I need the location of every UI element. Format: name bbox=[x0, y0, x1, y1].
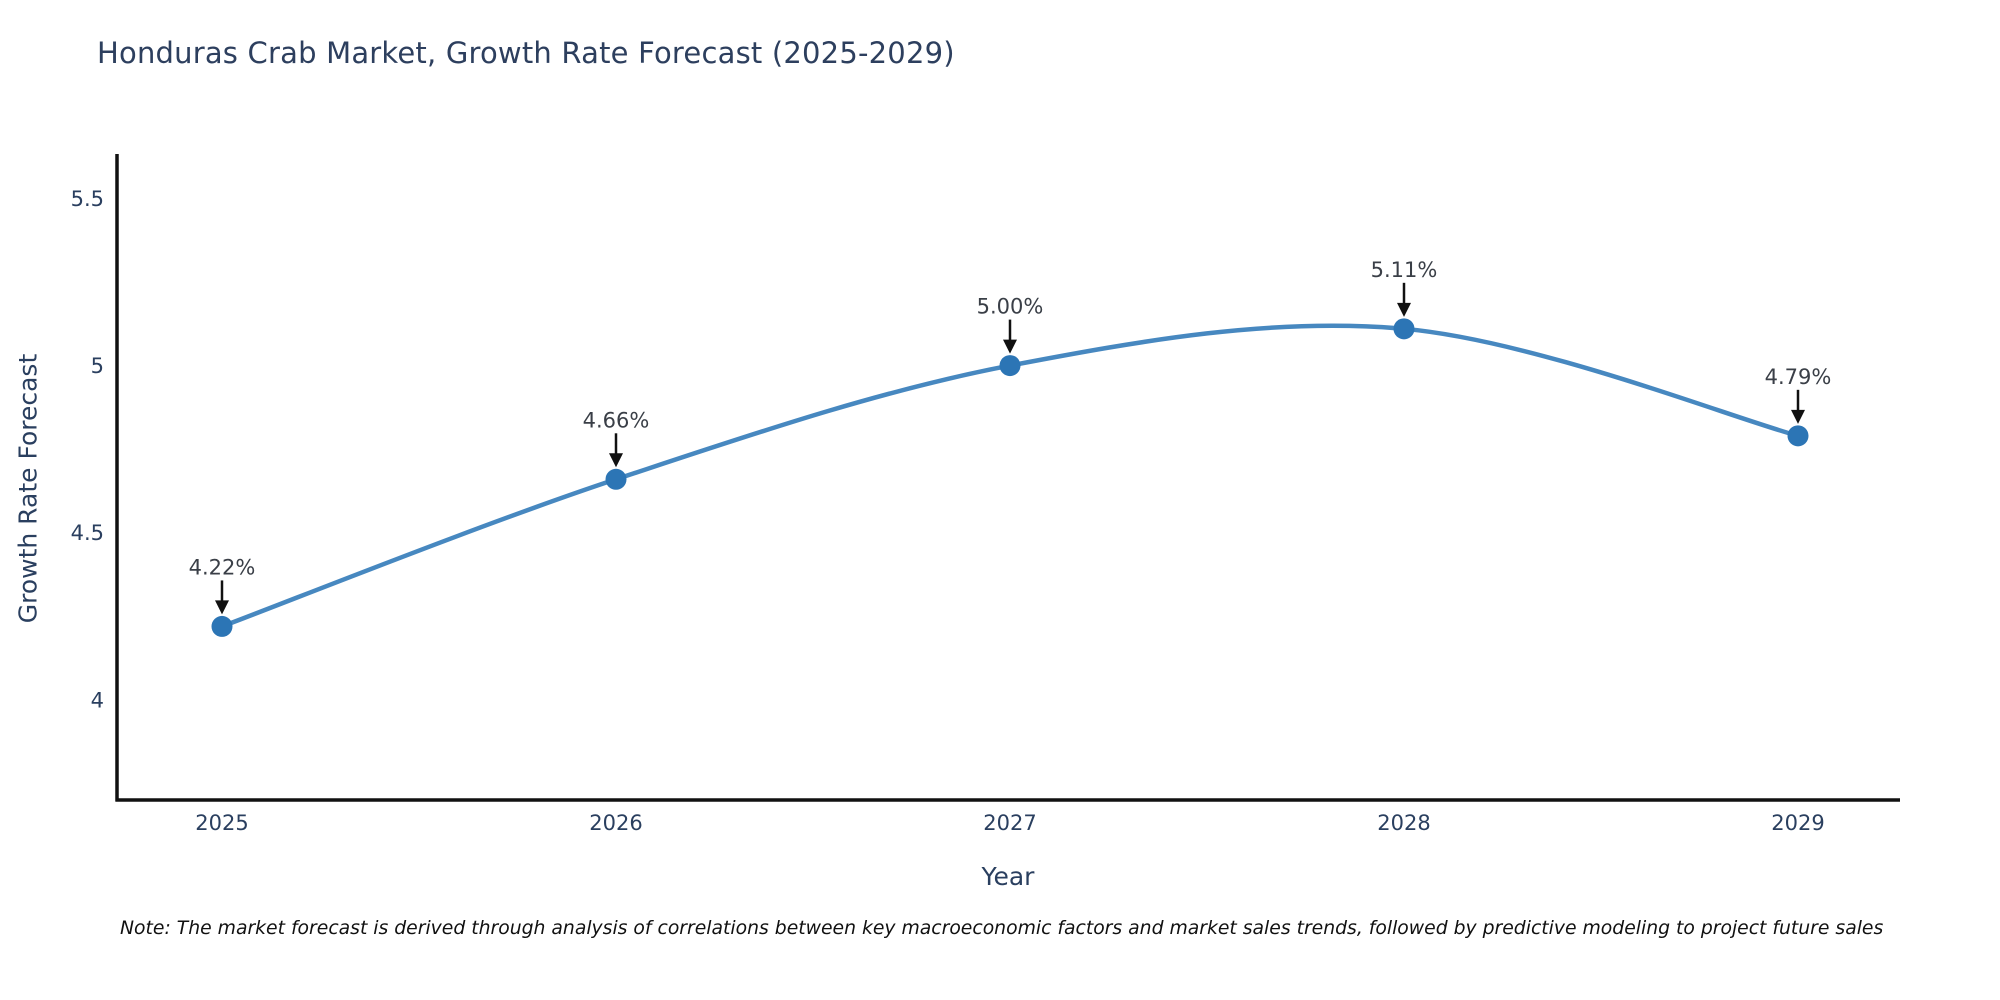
y-tick-label: 5 bbox=[91, 354, 104, 378]
chart-title: Honduras Crab Market, Growth Rate Foreca… bbox=[97, 36, 955, 70]
y-tick-label: 4.5 bbox=[71, 521, 104, 545]
data-point-marker bbox=[1393, 318, 1415, 340]
data-point-marker bbox=[1787, 425, 1809, 447]
x-axis-title: Year bbox=[981, 862, 1035, 891]
x-axis-tick-labels: 2025 2026 2027 2028 2029 bbox=[195, 811, 1824, 835]
point-value-label: 5.11% bbox=[1371, 258, 1438, 282]
y-tick-label: 5.5 bbox=[71, 187, 104, 211]
data-point-marker bbox=[211, 615, 233, 637]
point-value-label: 5.00% bbox=[977, 295, 1044, 319]
annotation-arrowhead bbox=[215, 600, 229, 615]
y-axis-title: Growth Rate Forecast bbox=[13, 353, 43, 624]
x-tick-label: 2027 bbox=[983, 811, 1036, 835]
series-markers bbox=[211, 318, 1809, 637]
annotation-arrowhead bbox=[1397, 302, 1411, 317]
point-value-label: 4.22% bbox=[189, 555, 256, 579]
footnote: Note: The market forecast is derived thr… bbox=[120, 918, 1884, 939]
x-tick-label: 2029 bbox=[1771, 811, 1824, 835]
y-axis-tick-labels: 4 4.5 5 5.5 bbox=[71, 187, 104, 713]
point-value-label: 4.66% bbox=[583, 408, 650, 432]
y-tick-label: 4 bbox=[91, 688, 104, 712]
annotation-arrowhead bbox=[1791, 409, 1805, 424]
x-tick-label: 2028 bbox=[1377, 811, 1430, 835]
data-point-marker bbox=[999, 355, 1021, 377]
point-value-label: 4.79% bbox=[1765, 365, 1832, 389]
data-point-marker bbox=[605, 468, 627, 490]
x-tick-label: 2025 bbox=[195, 811, 248, 835]
x-tick-label: 2026 bbox=[589, 811, 642, 835]
annotation-arrowhead bbox=[609, 453, 623, 468]
annotation-arrowhead bbox=[1003, 339, 1017, 354]
point-annotations: 4.22% 4.66% 5.00% 5.11% 4.79% bbox=[189, 258, 1832, 615]
